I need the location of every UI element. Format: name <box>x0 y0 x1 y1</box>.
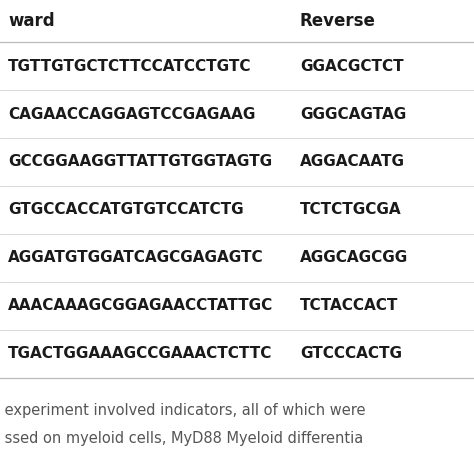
Text: TCTACCACT: TCTACCACT <box>300 299 398 313</box>
Text: ssed on myeloid cells, MyD88 Myeloid differentia: ssed on myeloid cells, MyD88 Myeloid dif… <box>0 430 363 446</box>
Text: AGGCAGCGG: AGGCAGCGG <box>300 250 408 265</box>
Text: AAACAAAGCGGAGAACCTATTGC: AAACAAAGCGGAGAACCTATTGC <box>8 299 273 313</box>
Text: ward: ward <box>8 12 55 30</box>
Text: Reverse: Reverse <box>300 12 376 30</box>
Text: GGGCAGTAG: GGGCAGTAG <box>300 107 406 121</box>
Text: AGGACAATG: AGGACAATG <box>300 155 405 170</box>
Text: GGACGCTCT: GGACGCTCT <box>300 58 404 73</box>
Text: GTGCCACCATGTGTCCATCTG: GTGCCACCATGTGTCCATCTG <box>8 202 244 218</box>
Text: CAGAACCAGGAGTCCGAGAAG: CAGAACCAGGAGTCCGAGAAG <box>8 107 255 121</box>
Text: AGGATGTGGATCAGCGAGAGTC: AGGATGTGGATCAGCGAGAGTC <box>8 250 264 265</box>
Text: TGACTGGAAAGCCGAAACTCTTC: TGACTGGAAAGCCGAAACTCTTC <box>8 346 273 362</box>
Text: TCTCTGCGA: TCTCTGCGA <box>300 202 401 218</box>
Text: GTCCCACTG: GTCCCACTG <box>300 346 402 362</box>
Text: TGTTGTGCTCTTCCATCCTGTC: TGTTGTGCTCTTCCATCCTGTC <box>8 58 252 73</box>
Text: experiment involved indicators, all of which were: experiment involved indicators, all of w… <box>0 402 365 418</box>
Text: GCCGGAAGGTTATTGTGGTAGTG: GCCGGAAGGTTATTGTGGTAGTG <box>8 155 272 170</box>
